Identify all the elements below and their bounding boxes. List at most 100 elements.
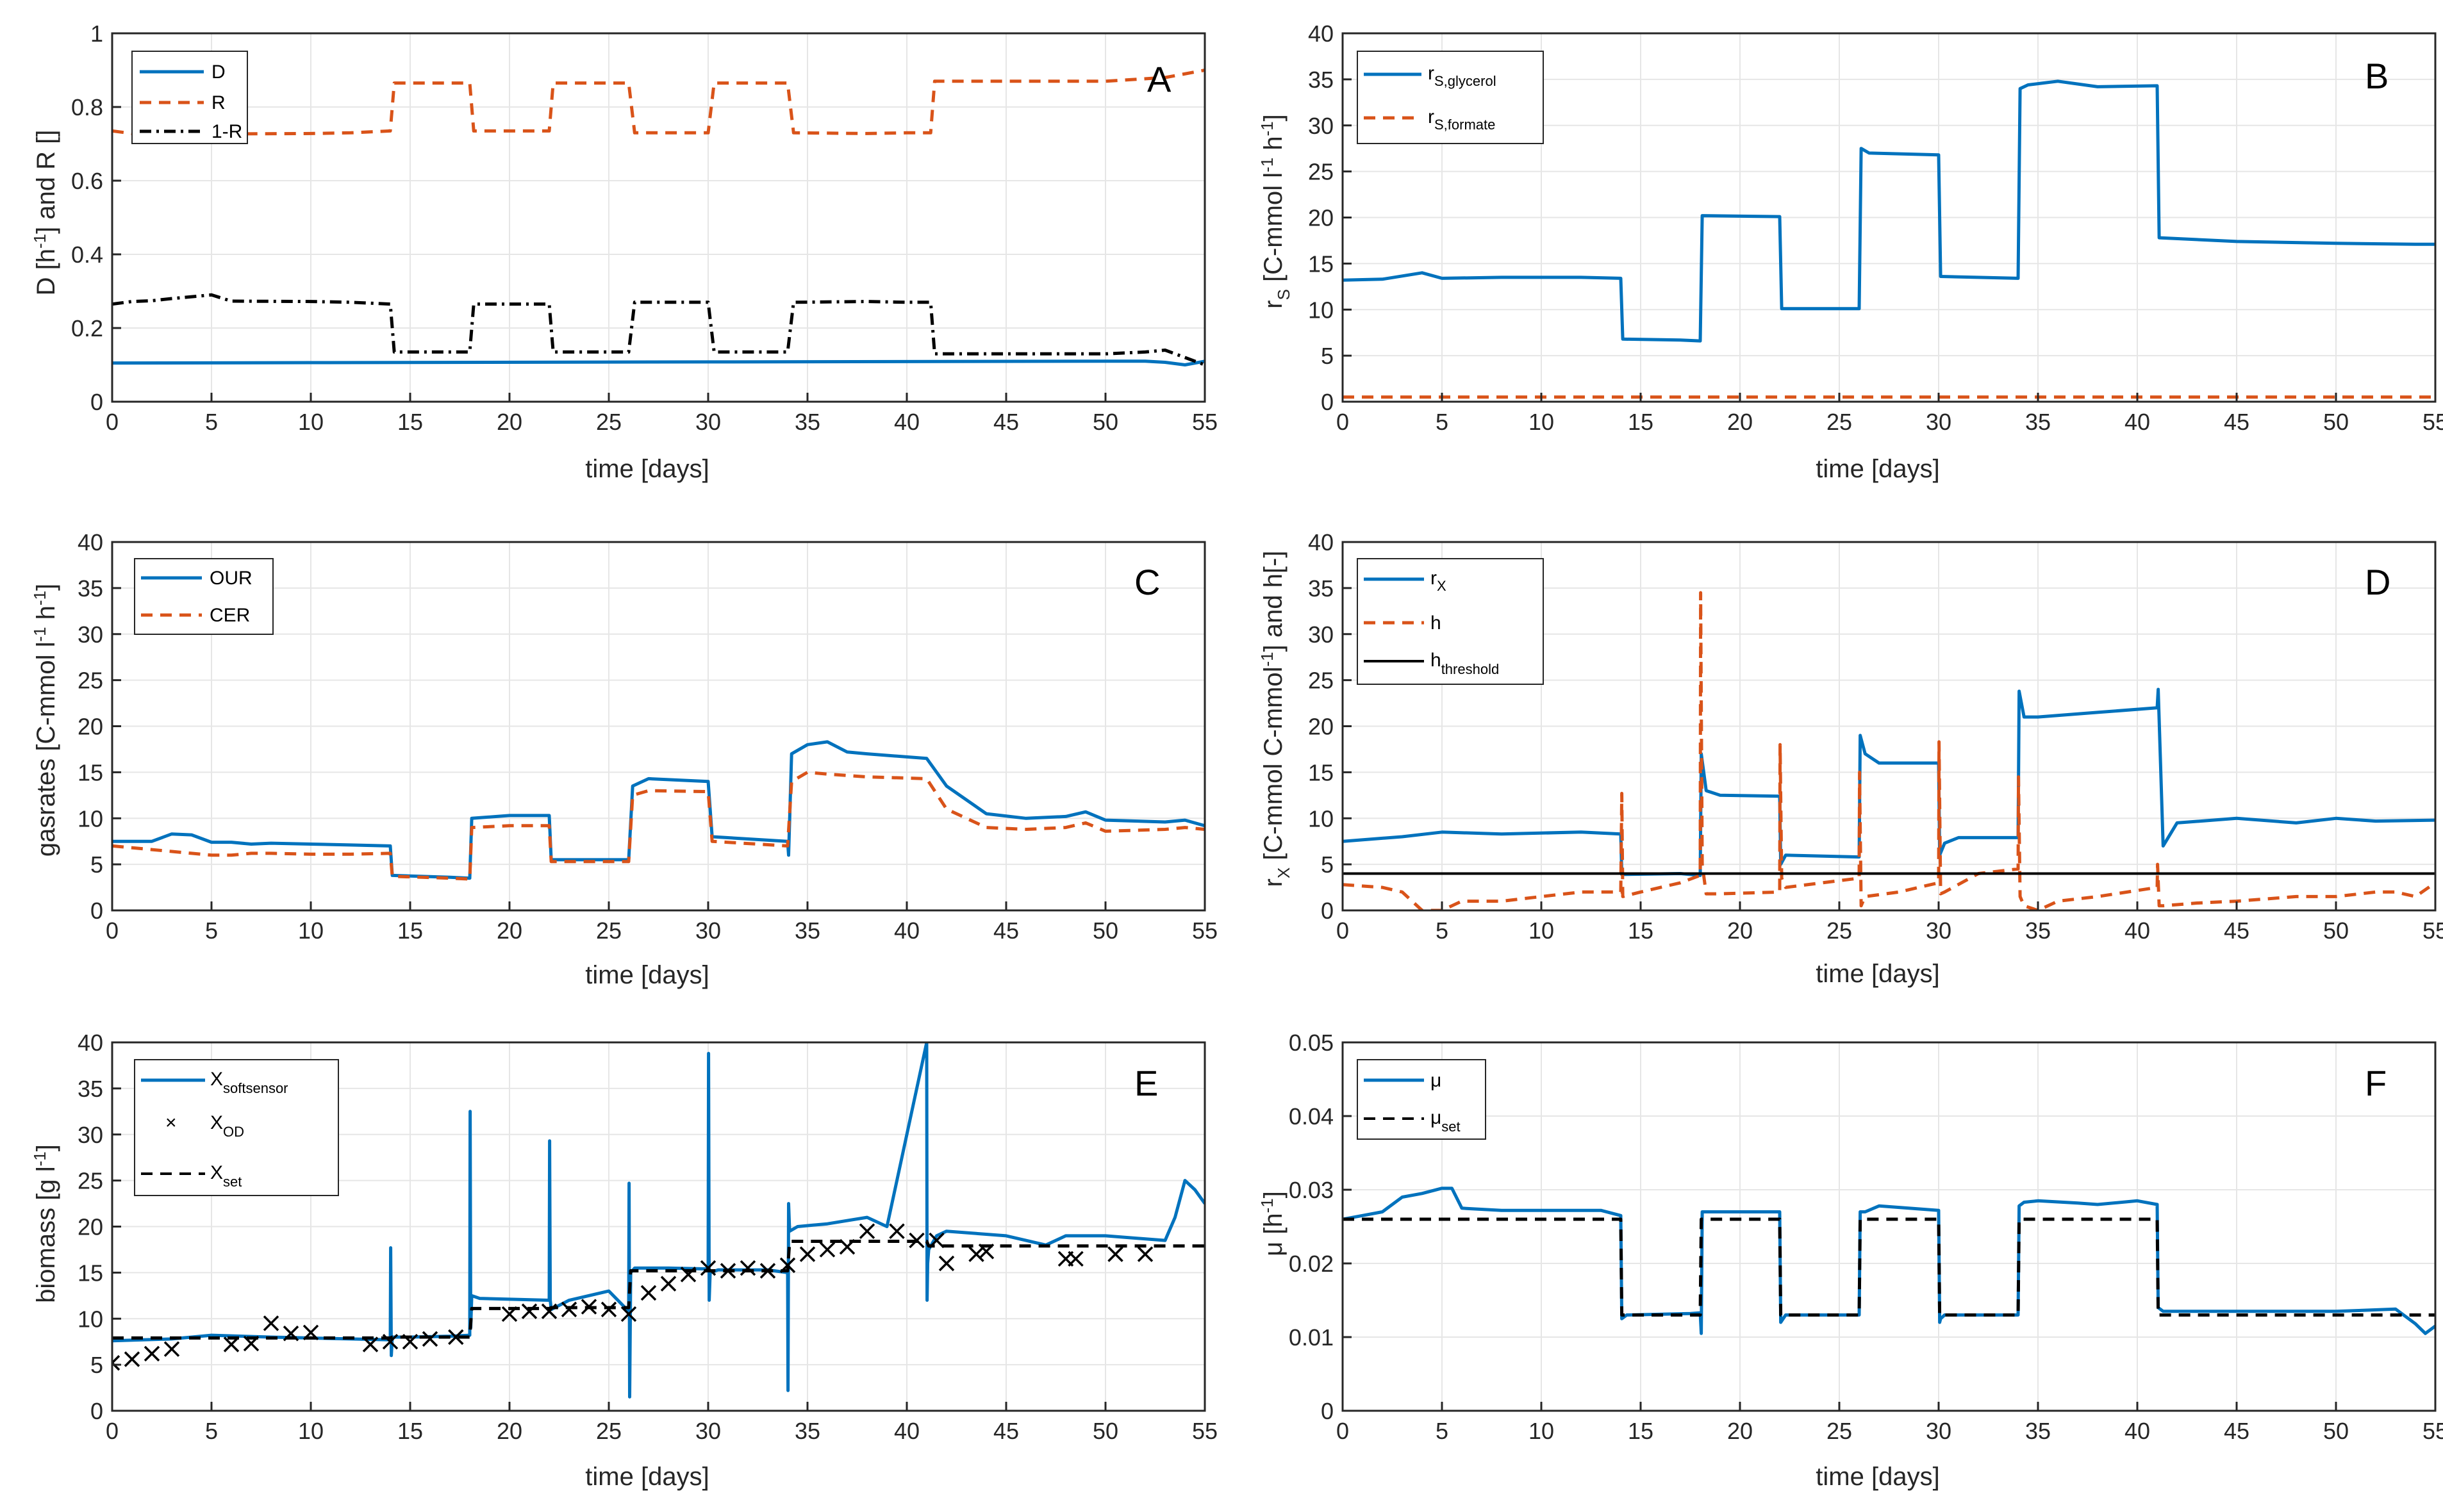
y-tick-label: 0.6 (71, 168, 103, 194)
panel-a-plot (112, 69, 1205, 366)
x-od-marker (144, 1345, 160, 1362)
panel-b-letter: B (2365, 56, 2389, 96)
x-tick-label: 30 (1926, 409, 1951, 435)
y-tick-label: 0.4 (71, 242, 103, 268)
panel-c-plot (112, 740, 1205, 881)
x-tick-label: 20 (1727, 1418, 1753, 1444)
x-tick-label: 0 (1336, 409, 1349, 435)
panel-e-ticks: 0 5 10 15 20 25 30 35 40 45 50 55 0 5 10 15 20 25 30 35 40 (78, 1030, 1218, 1444)
panel-a: 0 5 10 15 20 25 30 35 40 45 50 55 0 0.2 0.4 0.6 0.8 1 A t… (30, 21, 1218, 483)
x-od-marker (640, 1285, 657, 1301)
series-d-r-x (1343, 687, 2435, 877)
legend-r: R (211, 92, 226, 113)
panel-a-xlabel: time [days] (585, 455, 709, 483)
panel-f-ylabel: μ [h-1] (1257, 1191, 1288, 1256)
y-tick-label: 0 (90, 389, 103, 415)
panel-f-ticks: 0 5 10 15 20 25 30 35 40 45 50 55 0 0.01 0.02 0.03 0.04 0… (1289, 1030, 2443, 1444)
y-tick-label: 5 (1321, 343, 1334, 369)
x-tick-label: 20 (1727, 409, 1753, 435)
x-tick-label: 0 (106, 409, 119, 435)
x-tick-label: 50 (1093, 917, 1118, 944)
x-tick-label: 0 (1336, 1418, 1349, 1444)
x-tick-label: 10 (298, 409, 324, 435)
y-tick-label: 15 (78, 1260, 103, 1286)
y-tick-label: 5 (1321, 851, 1334, 878)
panel-f-grid (1342, 1042, 2436, 1411)
panel-f-letter: F (2365, 1063, 2387, 1103)
x-od-marker (362, 1336, 379, 1352)
panel-e-letter: E (1134, 1063, 1158, 1103)
x-tick-label: 35 (2025, 917, 2051, 944)
x-tick-label: 50 (1093, 409, 1118, 435)
x-od-marker (112, 1355, 120, 1371)
x-tick-label: 25 (596, 917, 622, 944)
x-tick-label: 30 (695, 1418, 721, 1444)
series-a-r (112, 69, 1205, 140)
series-e-x-set (112, 1240, 1205, 1340)
x-tick-label: 30 (1926, 917, 1951, 944)
panel-b-xlabel: time [days] (1816, 455, 1939, 483)
y-tick-label: 10 (1308, 297, 1334, 323)
x-tick-label: 50 (2323, 409, 2349, 435)
x-tick-label: 35 (795, 1418, 820, 1444)
y-tick-label: 40 (1308, 529, 1334, 555)
panel-b-ticks: 0 5 10 15 20 25 30 35 40 45 50 55 0 5 10 15 20 25 30 35 40 (1308, 21, 2443, 435)
x-tick-label: 40 (894, 1418, 920, 1444)
y-tick-label: 40 (1308, 21, 1334, 47)
y-tick-label: 0.04 (1289, 1103, 1334, 1130)
x-tick-label: 0 (106, 917, 119, 944)
x-od-marker (740, 1260, 756, 1276)
legend-cer: CER (210, 605, 250, 626)
x-tick-label: 35 (795, 917, 820, 944)
x-od-marker (263, 1315, 279, 1331)
panel-b: 0 5 10 15 20 25 30 35 40 45 50 55 0 5 10 15 20 25 30 35 40 B… (1257, 21, 2443, 483)
x-tick-label: 35 (795, 409, 820, 435)
x-od-marker (700, 1260, 716, 1276)
panel-f-legend: μ μset (1357, 1059, 1486, 1140)
x-tick-label: 30 (695, 409, 721, 435)
y-tick-label: 10 (1308, 805, 1334, 832)
y-tick-label: 15 (1308, 251, 1334, 277)
series-e-x-od (112, 1223, 1154, 1371)
x-od-marker (1137, 1246, 1154, 1262)
panel-f-legend-box (1357, 1059, 1486, 1140)
x-tick-label: 40 (2124, 917, 2150, 944)
x-od-marker (938, 1255, 955, 1272)
series-c-our (112, 740, 1205, 880)
x-tick-label: 20 (497, 409, 522, 435)
x-tick-label: 25 (596, 409, 622, 435)
y-tick-label: 35 (78, 575, 103, 602)
x-od-marker (889, 1223, 905, 1239)
y-tick-label: 10 (78, 805, 103, 832)
x-tick-label: 25 (1826, 1418, 1852, 1444)
x-tick-label: 45 (993, 917, 1019, 944)
y-tick-label: 0 (1321, 1398, 1334, 1424)
y-tick-label: 25 (78, 668, 103, 694)
x-tick-label: 15 (397, 917, 423, 944)
y-tick-label: 0 (1321, 389, 1334, 415)
panel-a-legend: D R 1-R (131, 51, 248, 144)
x-od-marker (620, 1306, 637, 1322)
panel-e-plot (112, 1042, 1205, 1399)
panel-e: 0 5 10 15 20 25 30 35 40 45 50 55 0 5 10 15 20 25 30 35 40 E… (30, 1030, 1218, 1491)
x-tick-label: 15 (397, 409, 423, 435)
panel-d-legend: rX h hthreshold (1357, 558, 1544, 685)
panel-f: 0 5 10 15 20 25 30 35 40 45 50 55 0 0.01 0.02 0.03 0.04 0… (1257, 1030, 2443, 1491)
x-tick-label: 30 (695, 917, 721, 944)
x-tick-label: 45 (2224, 409, 2249, 435)
y-tick-label: 35 (78, 1076, 103, 1102)
y-tick-label: 40 (78, 529, 103, 555)
x-tick-label: 55 (1192, 917, 1218, 944)
x-tick-label: 5 (1436, 409, 1448, 435)
y-tick-label: 0.2 (71, 315, 103, 341)
x-od-marker (521, 1303, 538, 1319)
x-tick-label: 55 (1192, 409, 1218, 435)
y-tick-label: 5 (90, 851, 103, 878)
y-tick-label: 20 (1308, 714, 1334, 740)
panel-a-ticks: 0 5 10 15 20 25 30 35 40 45 50 55 0 0.2 0.4 0.6 0.8 1 (71, 21, 1218, 435)
x-tick-label: 15 (1628, 1418, 1653, 1444)
y-tick-label: 25 (1308, 159, 1334, 185)
x-tick-label: 5 (1436, 1418, 1448, 1444)
x-tick-label: 40 (2124, 1418, 2150, 1444)
